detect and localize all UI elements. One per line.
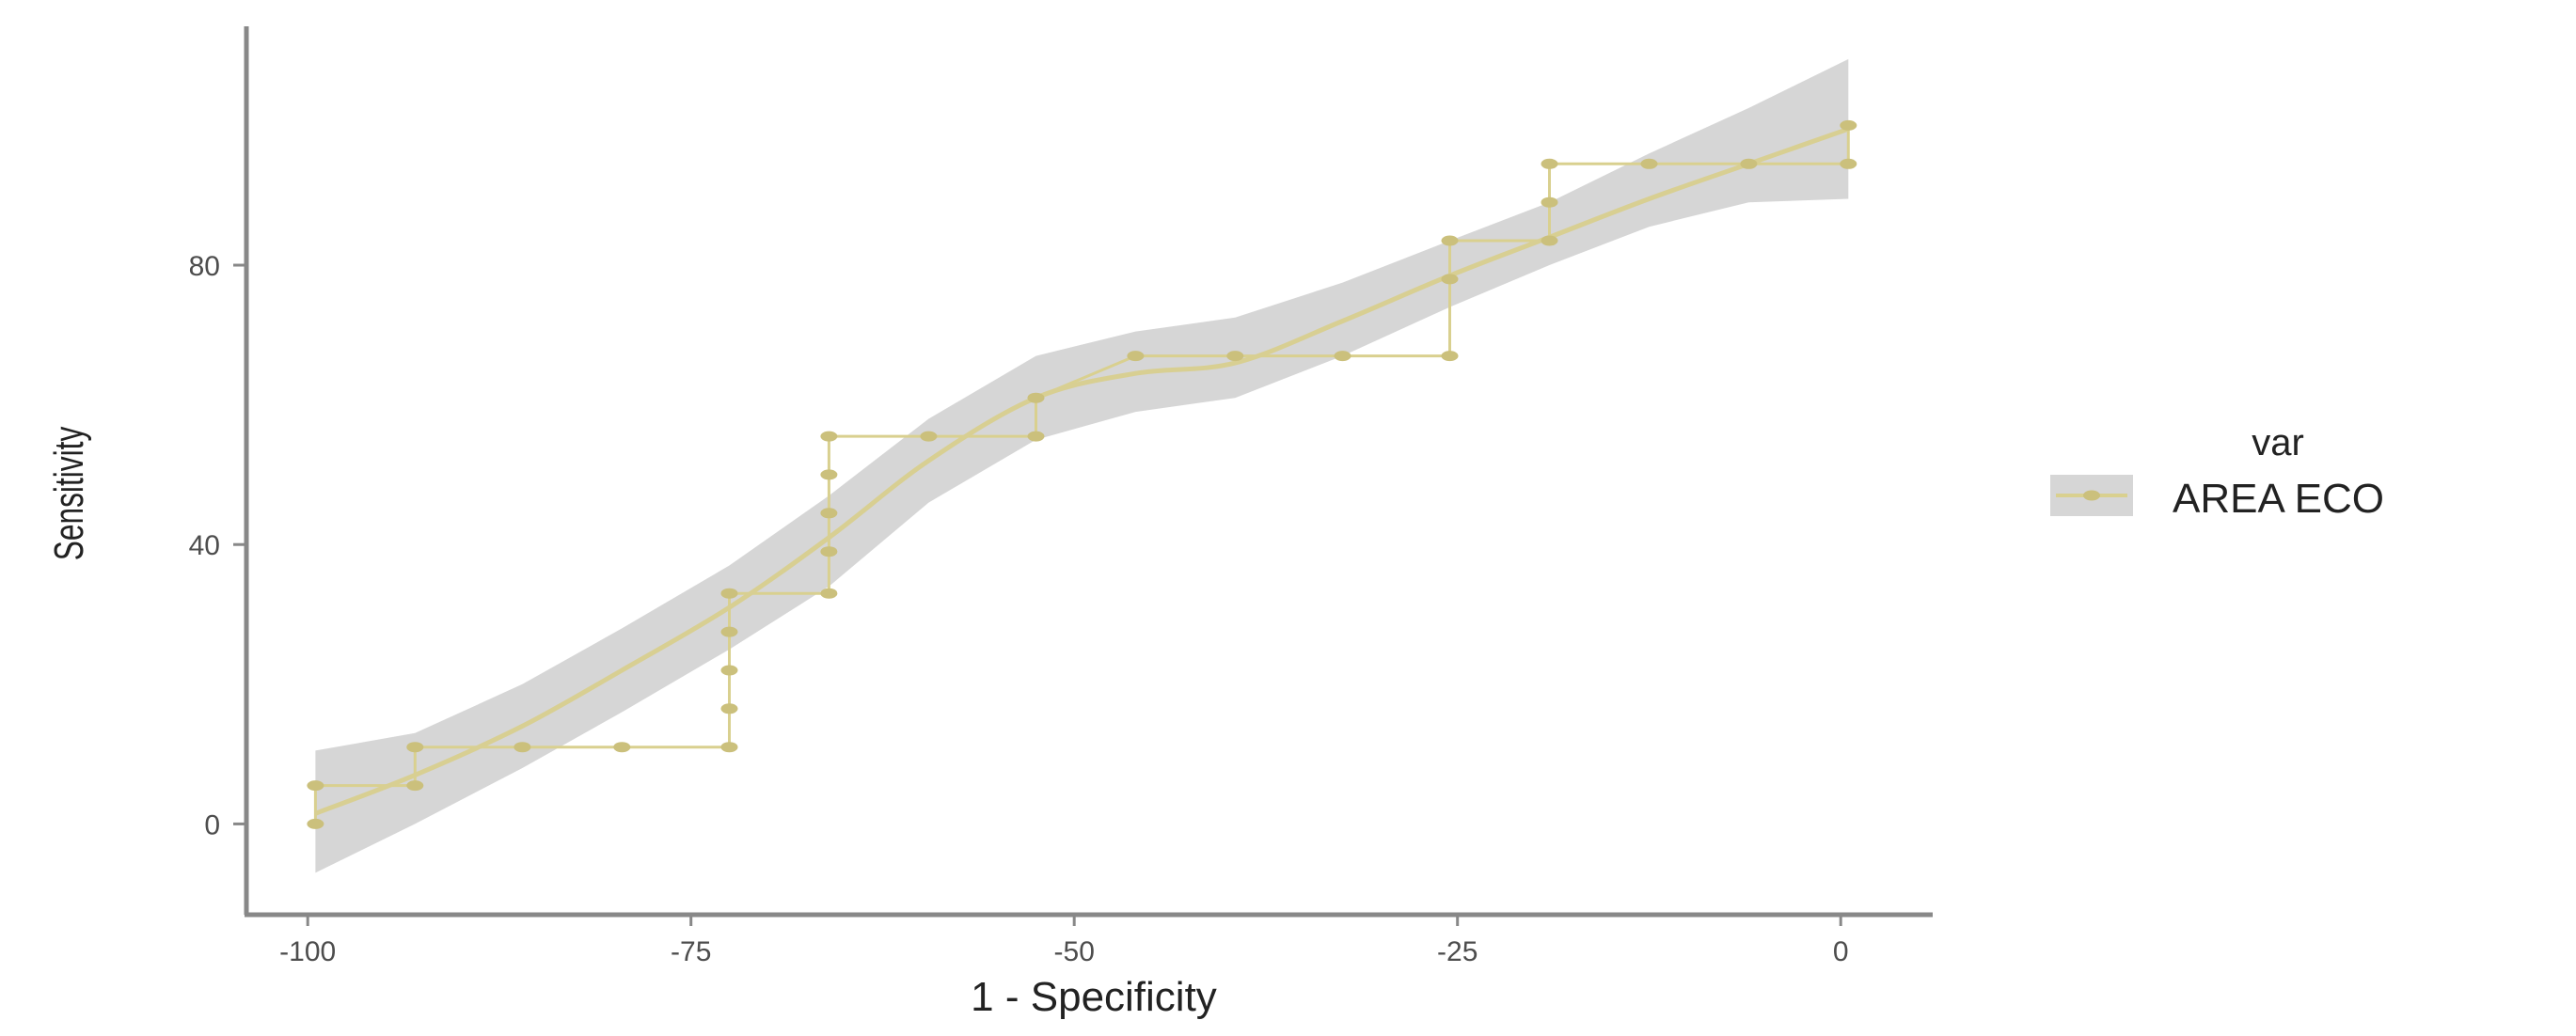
smooth-fit-layer — [314, 126, 1850, 816]
roc-points-layer — [307, 119, 1857, 829]
axes-layer: -100 -75 -50 -25 0 0 40 80 — [189, 26, 1933, 967]
y-axis-title: Sensitivity — [46, 426, 92, 560]
roc-point — [820, 546, 838, 557]
roc-point — [307, 780, 324, 792]
roc-step-layer — [313, 125, 1850, 824]
roc-point — [1541, 196, 1558, 208]
y-tick-label: 80 — [189, 251, 220, 282]
roc-point — [307, 818, 324, 829]
legend-key — [2050, 475, 2133, 516]
roc-point — [1740, 158, 1758, 169]
x-tick-label: -50 — [1054, 936, 1095, 967]
roc-point — [920, 431, 938, 442]
confidence-band — [315, 58, 1849, 873]
roc-point — [1334, 351, 1351, 362]
roc-point — [720, 665, 738, 676]
roc-point — [1441, 274, 1459, 285]
roc-point — [1027, 392, 1045, 403]
legend: var AREA ECO — [2050, 422, 2384, 522]
y-tick-label: 40 — [189, 530, 220, 561]
roc-point — [820, 431, 838, 442]
roc-point — [1541, 235, 1558, 246]
roc-point — [1441, 351, 1459, 362]
roc-point — [720, 626, 738, 637]
x-axis-title: 1 - Specificity — [971, 974, 1217, 1020]
roc-point — [406, 780, 424, 792]
confidence-ribbon-layer — [315, 58, 1849, 873]
x-tick-label: -75 — [671, 936, 711, 967]
roc-point — [1127, 351, 1145, 362]
x-tick-label: -25 — [1437, 936, 1478, 967]
roc-point — [1840, 158, 1857, 169]
legend-key-point — [2083, 490, 2100, 501]
roc-point — [406, 742, 424, 753]
legend-title: var — [2252, 422, 2304, 463]
roc-point — [1541, 158, 1558, 169]
y-tick-label: 0 — [204, 809, 220, 840]
roc-point — [820, 508, 838, 519]
roc-point — [720, 742, 738, 753]
roc-point — [1027, 431, 1045, 442]
legend-label-area-eco: AREA ECO — [2173, 476, 2384, 522]
roc-point — [1226, 351, 1244, 362]
roc-step-line — [313, 125, 1850, 824]
roc-point — [514, 742, 531, 753]
roc-point — [820, 469, 838, 480]
x-tick-label: -100 — [279, 936, 336, 967]
roc-point — [613, 742, 631, 753]
x-tick-label: 0 — [1833, 936, 1849, 967]
roc-point — [1840, 119, 1857, 131]
smooth-fit-line — [314, 126, 1850, 816]
roc-point — [820, 588, 838, 599]
roc-point — [720, 703, 738, 714]
roc-point — [720, 588, 738, 599]
roc-point — [1441, 235, 1459, 246]
roc-point — [1640, 158, 1658, 169]
